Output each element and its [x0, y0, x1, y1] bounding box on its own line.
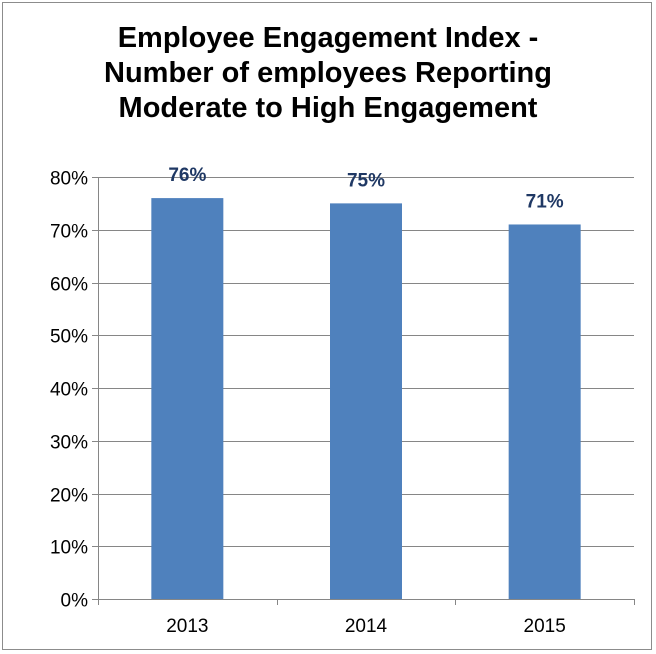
bar-2015: [508, 224, 581, 599]
data-label-2015: 71%: [526, 191, 564, 212]
y-tick-label: 10%: [50, 538, 88, 559]
data-label-2014: 75%: [347, 170, 385, 191]
y-tick-label: 30%: [50, 433, 88, 454]
y-tick-label: 40%: [50, 380, 88, 401]
y-tick-label: 0%: [61, 591, 89, 612]
bar-2014: [330, 203, 402, 599]
chart-title-line-3: Moderate to High Engagement: [118, 92, 538, 124]
chart-title-line-1: Employee Engagement Index -: [117, 22, 539, 54]
chart-title: Employee Engagement Index - Number of em…: [3, 21, 653, 126]
x-tick-label-2015: 2015: [524, 616, 566, 637]
bar-2013: [151, 198, 224, 599]
y-tick-label: 20%: [50, 486, 88, 507]
data-label-2013: 76%: [168, 165, 206, 186]
y-tick-label: 70%: [50, 222, 88, 243]
x-tick-label-2013: 2013: [166, 616, 208, 637]
chart-title-line-2: Number of employees Reporting: [104, 57, 552, 89]
y-tick-label: 50%: [50, 327, 88, 348]
y-tick-label: 60%: [50, 275, 88, 296]
x-tick-label-2014: 2014: [345, 616, 388, 637]
y-tick-label: 80%: [50, 169, 88, 190]
